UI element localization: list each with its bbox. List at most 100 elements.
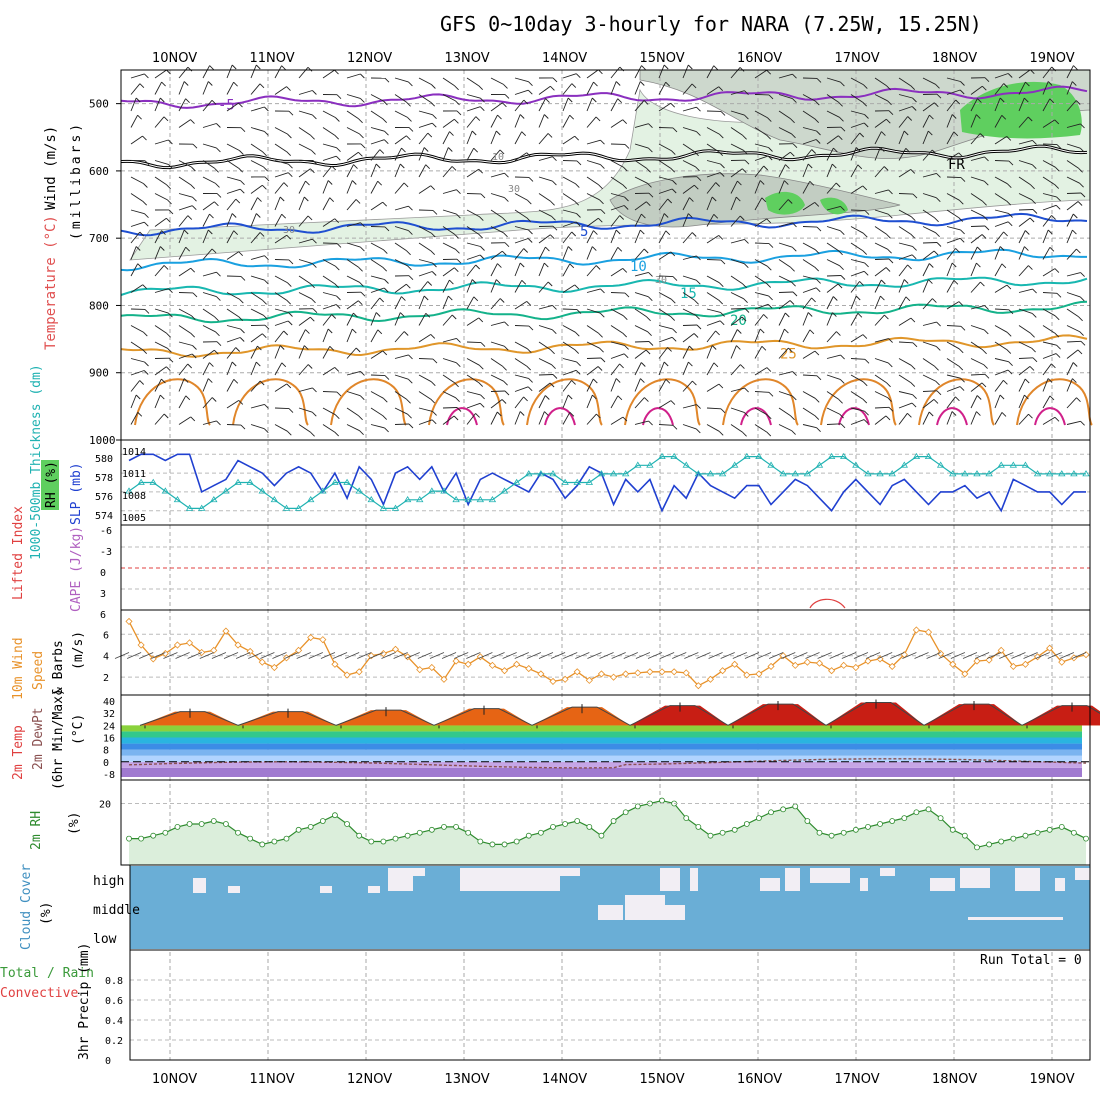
wind-barb-flag bbox=[977, 98, 982, 103]
chart-title: GFS 0~10day 3-hourly for NARA (7.25W, 15… bbox=[440, 12, 982, 36]
wind-barb bbox=[418, 419, 433, 425]
wind-barb bbox=[802, 407, 816, 416]
wind-barb bbox=[826, 283, 839, 293]
wind-barb bbox=[898, 209, 912, 218]
wind-barb bbox=[850, 122, 865, 128]
temp-contour-lobe bbox=[1016, 378, 1093, 426]
wind-barb-flag bbox=[496, 411, 502, 417]
clear-sky-patch bbox=[760, 878, 780, 891]
wind-barb-flag bbox=[216, 271, 221, 277]
wind-barb bbox=[322, 328, 329, 343]
wind-barb-flag bbox=[528, 325, 534, 331]
wind-barb-flag bbox=[336, 243, 342, 248]
wind-speed-marker bbox=[1046, 644, 1054, 652]
wind-barb-flag bbox=[423, 147, 429, 152]
wind-barb bbox=[610, 292, 626, 294]
wind-barb bbox=[322, 424, 335, 433]
wind-barb-flag bbox=[286, 151, 292, 157]
wind-barb-flag bbox=[192, 292, 198, 298]
wind-barb-flag bbox=[139, 380, 145, 385]
10m-wind-barb bbox=[587, 652, 602, 659]
wind-barb-flag bbox=[740, 364, 745, 369]
wind-barb bbox=[562, 284, 576, 293]
wind-barb-flag bbox=[1024, 394, 1029, 400]
wind-barb bbox=[130, 97, 137, 112]
wind-barb bbox=[298, 110, 313, 116]
rh2m-ylabel-2: (%) bbox=[67, 812, 82, 835]
wind-barb-flag bbox=[264, 324, 270, 330]
wind-barb-flag bbox=[358, 415, 363, 421]
wind-barb bbox=[586, 246, 593, 260]
wind-barb bbox=[874, 94, 888, 102]
wind-barb bbox=[706, 259, 722, 261]
wind-barb-flag bbox=[327, 328, 333, 334]
wind-barb-flag bbox=[743, 149, 748, 155]
wind-barb bbox=[586, 357, 602, 359]
wind-barb bbox=[490, 321, 505, 326]
wind-barb-flag bbox=[383, 100, 388, 106]
wind-barb-flag bbox=[574, 331, 580, 337]
wind-barb-flag bbox=[263, 166, 268, 172]
wind-barb-flag bbox=[791, 246, 797, 252]
thickness-marker bbox=[888, 470, 896, 477]
wind-barb-flag bbox=[185, 98, 190, 104]
wind-barb-flag bbox=[981, 382, 987, 388]
wind-barb bbox=[322, 197, 331, 211]
date-label-top: 19NOV bbox=[1030, 51, 1075, 66]
wind-barb-flag bbox=[165, 366, 171, 372]
clear-sky-patch bbox=[1075, 868, 1090, 880]
thickness-marker bbox=[294, 504, 303, 511]
10m-wind-barb bbox=[974, 652, 990, 659]
wind-barb-flag bbox=[696, 255, 701, 261]
wind-barb-flag bbox=[545, 246, 550, 252]
date-label-top: 14NOV bbox=[542, 51, 587, 66]
wind-barb-flag bbox=[696, 176, 702, 182]
wind-barb-flag bbox=[648, 341, 654, 346]
wind-barb bbox=[994, 308, 1010, 311]
wind-barb bbox=[466, 317, 480, 326]
wind-barb-flag bbox=[379, 149, 385, 154]
rh2m-area bbox=[129, 800, 1086, 865]
rh2m-marker bbox=[307, 823, 314, 830]
wind-barb-flag bbox=[478, 216, 484, 221]
date-label-top: 17NOV bbox=[835, 51, 880, 66]
wind-barb-flag bbox=[281, 65, 286, 71]
wind-barb-flag bbox=[310, 431, 315, 437]
wind-barb-flag bbox=[596, 413, 601, 419]
thickness-marker bbox=[658, 452, 666, 460]
wind-barb-flag bbox=[351, 328, 357, 334]
wind-barb bbox=[490, 77, 504, 85]
wind-barb bbox=[946, 374, 961, 379]
10m-wind-barb bbox=[502, 652, 517, 659]
wind-barb-flag bbox=[600, 139, 605, 145]
wind-barb-flag bbox=[423, 295, 429, 301]
date-label-bottom: 18NOV bbox=[932, 1072, 977, 1087]
wind-barb-flag bbox=[207, 81, 213, 86]
wind-barb bbox=[850, 132, 861, 145]
wind-barb bbox=[514, 238, 529, 244]
wind-barb-flag bbox=[168, 312, 173, 318]
wind-barb-flag bbox=[168, 209, 174, 215]
wind-barb bbox=[754, 314, 764, 326]
10m-wind-barb bbox=[781, 652, 796, 659]
wind-barb bbox=[778, 291, 794, 293]
wind-barb-flag bbox=[792, 143, 798, 149]
wind-barb-flag bbox=[216, 147, 221, 153]
wind-barb bbox=[202, 123, 217, 128]
wind-barb bbox=[562, 325, 576, 333]
wind-barb-flag bbox=[718, 86, 724, 92]
wind-barb-flag bbox=[551, 215, 556, 221]
wind-barb-flag bbox=[166, 332, 171, 338]
thickness-marker bbox=[585, 478, 594, 485]
wind-barb-flag bbox=[211, 99, 217, 105]
wind-barb-flag bbox=[526, 217, 532, 223]
wind-barb-flag bbox=[1030, 332, 1035, 338]
wind-barb-flag bbox=[1008, 213, 1013, 218]
cape-label: CAPE (J/kg) bbox=[69, 526, 84, 612]
wind-barb-flag bbox=[336, 391, 342, 397]
wind-barb-flag bbox=[599, 312, 605, 318]
rh2m-marker bbox=[537, 829, 544, 836]
wind-barb bbox=[418, 164, 427, 178]
wind-barb bbox=[274, 320, 289, 326]
wind-barb-flag bbox=[887, 248, 892, 254]
